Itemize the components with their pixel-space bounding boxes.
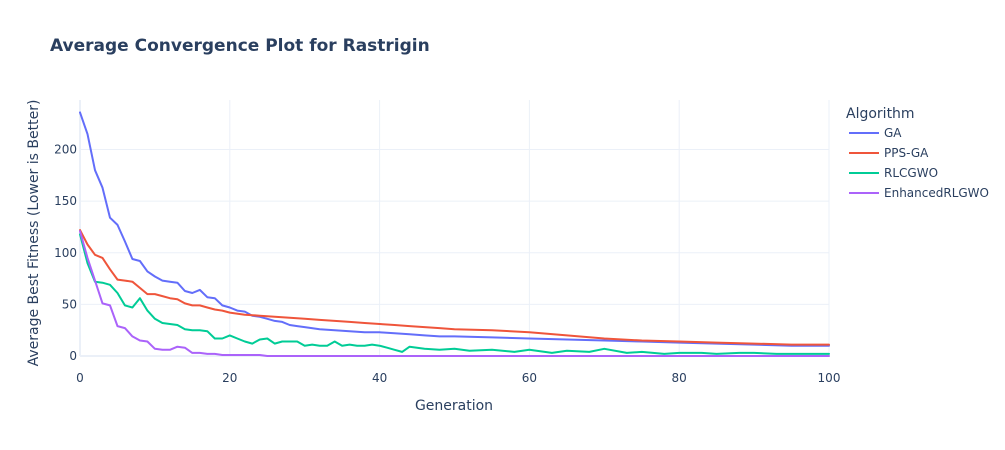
y-axis-ticks: 0 50 100 150 200 (54, 143, 77, 363)
legend-item-enhancedrlgwo[interactable]: EnhancedRLGWO (849, 186, 989, 200)
grid (79, 100, 830, 357)
legend-item-ga[interactable]: GA (849, 126, 902, 140)
chart-title: Average Convergence Plot for Rastrigin (50, 36, 430, 56)
y-tick-label: 50 (62, 297, 77, 311)
y-tick-label: 100 (54, 246, 77, 260)
x-axis-title: Generation (415, 398, 493, 414)
x-tick-label: 20 (222, 371, 237, 385)
series-line-rlcgwo (79, 233, 830, 355)
x-tick-label: 80 (672, 371, 687, 385)
legend-item-pps-ga[interactable]: PPS-GA (849, 146, 929, 160)
plot-area (79, 111, 830, 357)
legend-label: EnhancedRLGWO (884, 186, 989, 200)
legend: Algorithm GA PPS-GA RLCGWO EnhancedRLGWO (846, 106, 989, 200)
x-tick-label: 40 (372, 371, 387, 385)
series-line-enhancedrlgwo (79, 230, 830, 357)
legend-label: GA (884, 126, 902, 140)
x-tick-label: 100 (818, 371, 841, 385)
legend-item-rlcgwo[interactable]: RLCGWO (849, 166, 938, 180)
x-tick-label: 0 (76, 371, 84, 385)
x-tick-label: 60 (522, 371, 537, 385)
x-axis-ticks: 0 20 40 60 80 100 (76, 371, 840, 385)
legend-title: Algorithm (846, 106, 915, 122)
y-axis-title: Average Best Fitness (Lower is Better) (26, 100, 42, 367)
y-tick-label: 150 (54, 194, 77, 208)
y-tick-label: 0 (69, 349, 77, 363)
legend-label: PPS-GA (884, 146, 929, 160)
legend-label: RLCGWO (884, 166, 938, 180)
y-tick-label: 200 (54, 143, 77, 157)
series-line-pps-ga (79, 229, 830, 346)
series-line-ga (79, 111, 830, 347)
